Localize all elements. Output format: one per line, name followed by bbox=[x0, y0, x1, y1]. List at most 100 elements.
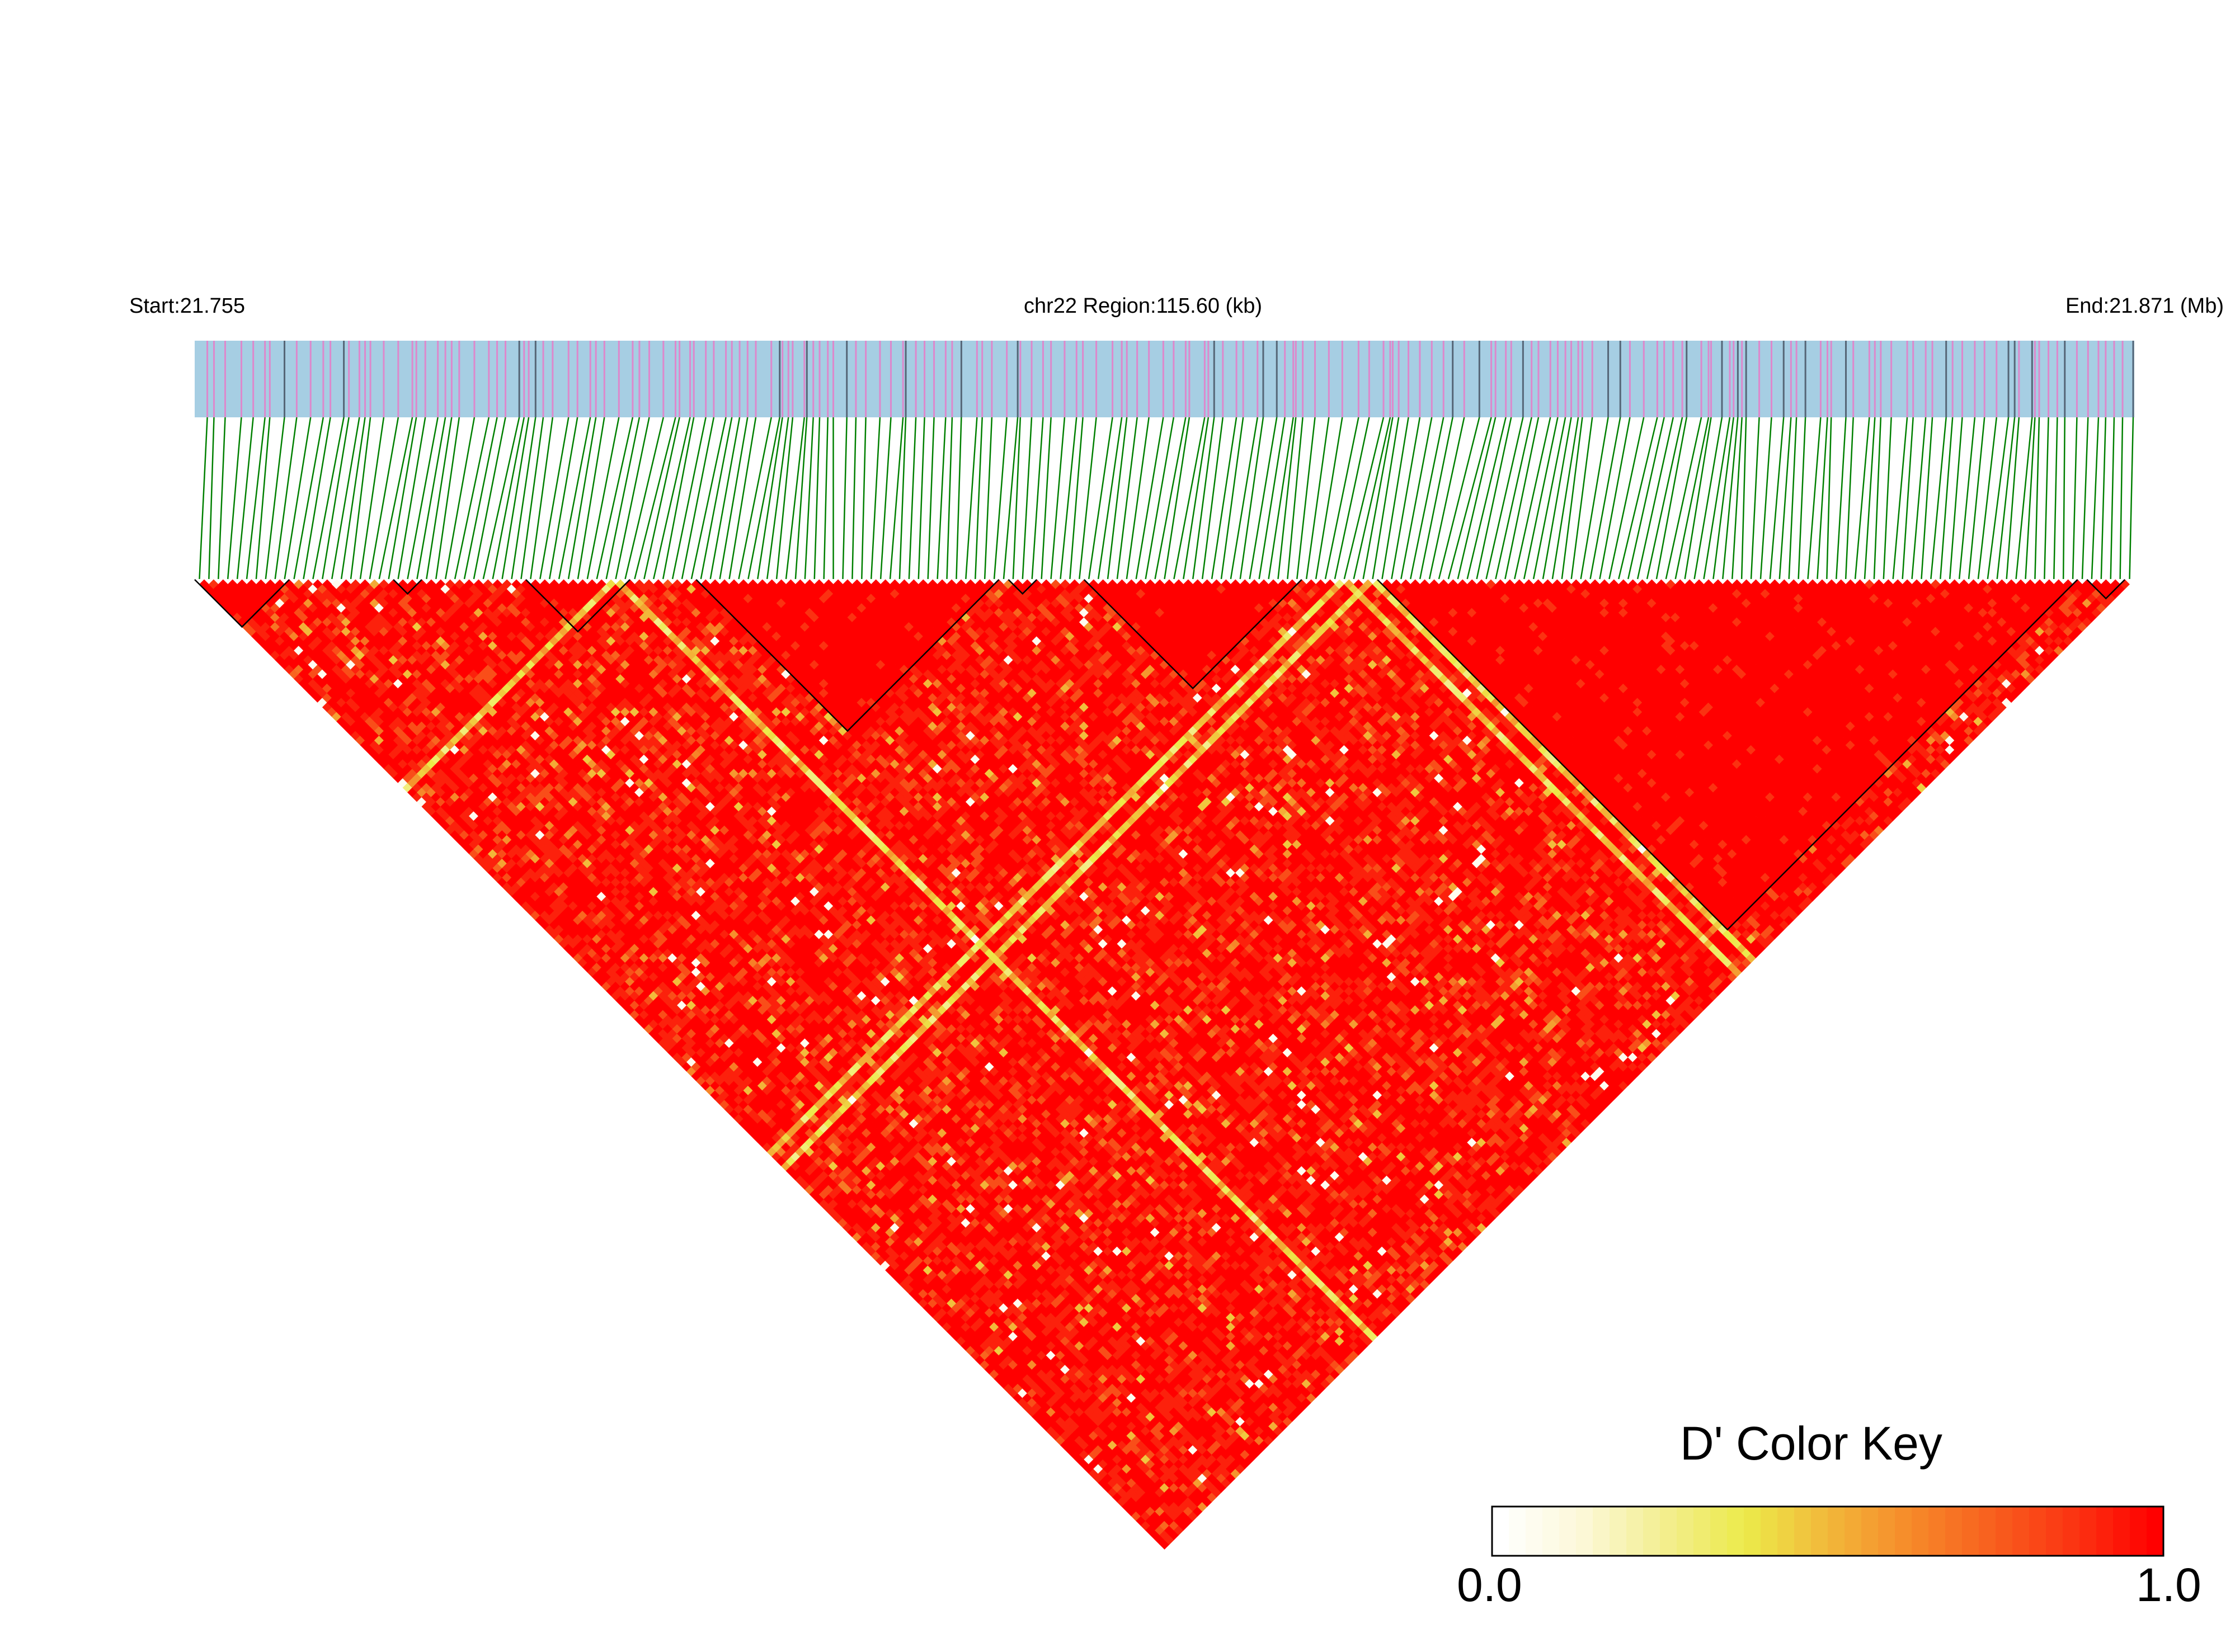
snp-connector-line bbox=[1533, 417, 1565, 579]
snp-connector-line bbox=[985, 417, 992, 579]
snp-connector-line bbox=[1079, 417, 1096, 579]
snp-connector-line bbox=[653, 417, 690, 579]
snp-connector-line bbox=[2063, 417, 2065, 579]
snp-connector-line bbox=[1202, 417, 1223, 579]
snp-connector-line bbox=[909, 417, 916, 579]
snp-connector-line bbox=[1486, 417, 1523, 579]
snp-track-background bbox=[195, 341, 2134, 417]
snp-connector-line bbox=[843, 417, 846, 579]
snp-connector-line bbox=[1524, 417, 1558, 579]
snp-connector-line bbox=[644, 417, 679, 579]
snp-connector-line bbox=[1316, 417, 1342, 579]
snp-connector-line bbox=[1751, 417, 1759, 579]
snp-connector-line bbox=[247, 417, 265, 579]
snp-connector-line bbox=[805, 417, 813, 579]
snp-connector-line bbox=[871, 417, 880, 579]
snp-connector-line bbox=[1950, 417, 1962, 579]
snp-connector-line bbox=[2035, 417, 2039, 579]
snp-connector-line bbox=[1846, 417, 1853, 579]
snp-connector-line bbox=[748, 417, 779, 579]
snp-connector-line bbox=[1325, 417, 1358, 579]
snp-connector-line bbox=[1420, 417, 1453, 579]
snp-connector-line bbox=[862, 417, 865, 579]
snp-connector-line bbox=[1761, 417, 1772, 579]
snp-connector-line bbox=[701, 417, 732, 579]
snp-connector-line bbox=[2101, 417, 2106, 579]
snp-connector-line bbox=[881, 417, 891, 579]
snp-connector-line bbox=[1676, 417, 1709, 579]
snp-connector-line bbox=[1893, 417, 1907, 579]
snp-connector-line bbox=[1354, 417, 1390, 579]
snp-connector-line bbox=[1117, 417, 1137, 579]
snp-connector-line bbox=[975, 417, 982, 579]
snp-connector-line bbox=[1023, 417, 1032, 579]
snp-connector-line bbox=[294, 417, 323, 579]
ld-matrix bbox=[199, 580, 2129, 1550]
snp-connector-line bbox=[1174, 417, 1204, 579]
snp-connector-line bbox=[530, 417, 552, 579]
snp-connector-line bbox=[1969, 417, 1984, 579]
snp-connector-line bbox=[1789, 417, 1796, 579]
snp-connector-line bbox=[1742, 417, 1746, 579]
snp-connector-line bbox=[928, 417, 934, 579]
snp-connector-line bbox=[1940, 417, 1952, 579]
snp-connector-line bbox=[1495, 417, 1531, 579]
snp-connector-line bbox=[1514, 417, 1550, 579]
snp-connector-line bbox=[1032, 417, 1043, 579]
snp-connector-line bbox=[711, 417, 740, 579]
snp-connector-line bbox=[2120, 417, 2123, 579]
snp-connector-line bbox=[1931, 417, 1946, 579]
snp-connector-line bbox=[1628, 417, 1664, 579]
snp-connector-line bbox=[1865, 417, 1875, 579]
snp-connector-line bbox=[1732, 417, 1742, 579]
snp-connector-line bbox=[1165, 417, 1189, 579]
snp-connector-line bbox=[2073, 417, 2077, 579]
snp-connector-line bbox=[199, 417, 207, 579]
snp-connector-line bbox=[1543, 417, 1571, 579]
snp-connector-line bbox=[2082, 417, 2088, 579]
snp-connector-line bbox=[464, 417, 497, 579]
snp-connector-line bbox=[360, 417, 384, 579]
snp-connector-line bbox=[956, 417, 961, 579]
snp-connector-line bbox=[1127, 417, 1149, 579]
snp-connector-line bbox=[1297, 417, 1315, 579]
snp-connector-line bbox=[938, 417, 946, 579]
snp-connector-line bbox=[1978, 417, 1997, 579]
snp-connector-line bbox=[275, 417, 297, 579]
snp-connector-line bbox=[493, 417, 524, 579]
snp-connector-line bbox=[1070, 417, 1083, 579]
snp-connector-line bbox=[1089, 417, 1112, 579]
snp-connector-line bbox=[919, 417, 925, 579]
snp-connector-line bbox=[1874, 417, 1881, 579]
snp-connector-line bbox=[1855, 417, 1869, 579]
snp-connector-line bbox=[1884, 417, 1891, 579]
snp-connector-line bbox=[2054, 417, 2057, 579]
snp-connector-line bbox=[2092, 417, 2098, 579]
snp-connector-line bbox=[2130, 417, 2133, 579]
snp-connector-line bbox=[634, 417, 675, 579]
snp-connector-line bbox=[1836, 417, 1846, 579]
snp-connector-line bbox=[1799, 417, 1806, 579]
snp-connector-line bbox=[994, 417, 1007, 579]
snp-connector-line bbox=[1903, 417, 1913, 579]
snp-connector-line bbox=[2111, 417, 2114, 579]
snp-connector-line bbox=[1647, 417, 1682, 579]
snp-connector-line bbox=[824, 417, 828, 579]
snp-connector-line bbox=[2007, 417, 2019, 579]
snp-connector-line bbox=[1505, 417, 1538, 579]
snp-connector-line bbox=[1042, 417, 1051, 579]
snp-connector-line bbox=[606, 417, 639, 579]
snp-connector-line bbox=[2044, 417, 2048, 579]
snp-connector-line bbox=[209, 417, 214, 579]
snp-connector-line bbox=[1306, 417, 1329, 579]
snp-connector-line bbox=[815, 417, 820, 579]
snp-connector-line bbox=[852, 417, 856, 579]
snp-connector-lines bbox=[199, 417, 2133, 579]
snp-connector-line bbox=[1004, 417, 1018, 579]
snp-connector-line bbox=[1959, 417, 1975, 579]
snp-connector-line bbox=[218, 417, 225, 579]
snp-connector-line bbox=[966, 417, 977, 579]
snp-connector-line bbox=[1458, 417, 1495, 579]
snp-connector-line bbox=[1477, 417, 1512, 579]
